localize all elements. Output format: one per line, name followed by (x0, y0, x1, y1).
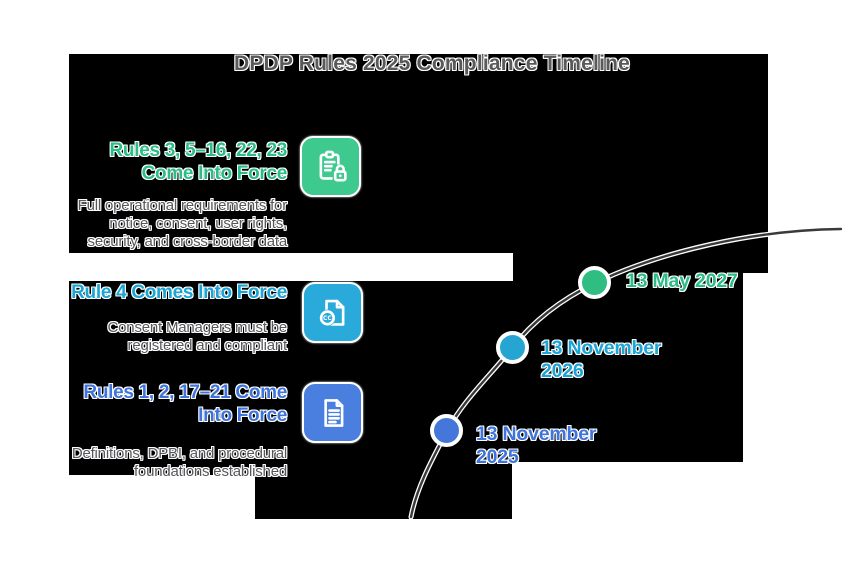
timeline-dot-2026 (496, 331, 529, 364)
page-title: DPDP Rules 2025 Compliance Timeline (233, 52, 631, 75)
background-mask (255, 462, 512, 519)
milestone-3-date-label: 13 November 2025 (476, 423, 597, 468)
document-lines-icon (302, 382, 363, 443)
milestone-2-date-label: 13 November 2026 (541, 337, 662, 382)
document-cc-icon: CC (302, 282, 363, 343)
milestone-1-date-label: 13 May 2027 (626, 270, 738, 292)
background-mask (513, 273, 743, 281)
background-mask (69, 462, 255, 475)
cc-badge-label: CC (323, 315, 332, 322)
background-mask (69, 54, 768, 253)
timeline-dot-2025 (430, 414, 463, 447)
milestone-2-title: Rule 4 Comes Into Force (71, 282, 287, 303)
milestone-2-description: Consent Managers must be registered and … (107, 319, 288, 354)
background-mask (69, 281, 743, 462)
clipboard-lock-icon (300, 136, 361, 197)
timeline-dot-2027 (578, 266, 611, 299)
milestone-1-title: Rules 3, 5–16, 22, 23 Come Into Force (109, 140, 288, 184)
milestone-3-description: Definitions, DPBI, and procedural founda… (71, 445, 287, 480)
milestone-3-title: Rules 1, 2, 17–21 Come Into Force (83, 382, 287, 426)
milestone-1-description: Full operational requirements for notice… (77, 197, 288, 250)
